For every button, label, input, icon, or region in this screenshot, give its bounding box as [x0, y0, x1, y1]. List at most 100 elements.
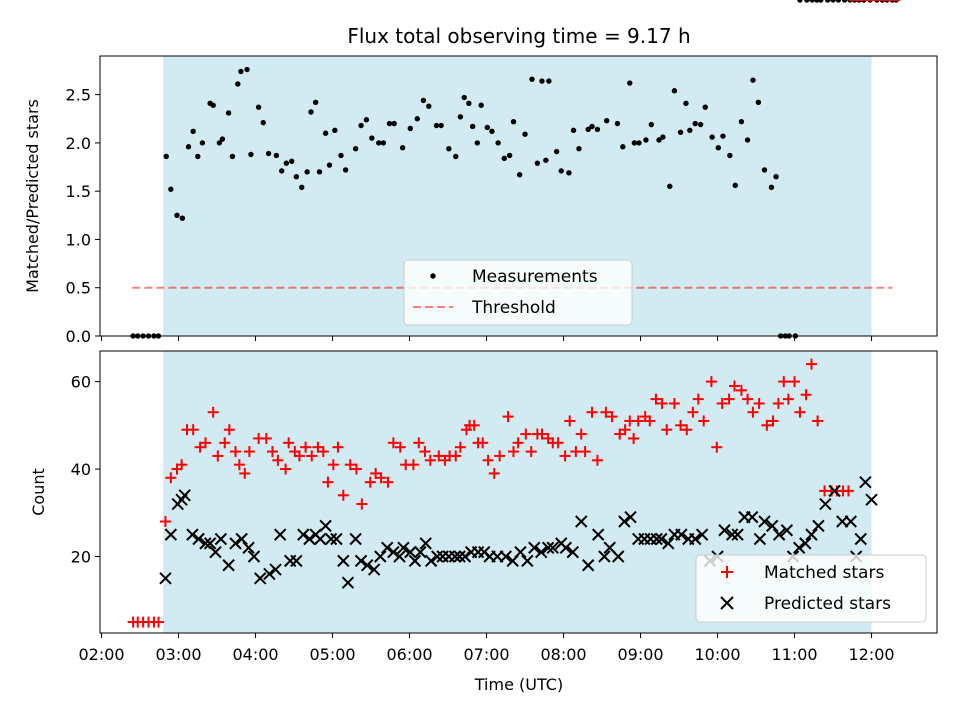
- measurement-point: [824, 0, 831, 3]
- x-tick-label: 07:00: [463, 645, 509, 664]
- predicted-star-point: [290, 554, 303, 568]
- matched-star-point: [454, 441, 466, 453]
- matched-star-point: [812, 415, 824, 427]
- measurement-point: [283, 160, 290, 166]
- measurement-point: [709, 134, 715, 140]
- measurement-point: [594, 126, 601, 133]
- y-tick-label: 2.5: [66, 86, 91, 105]
- matched-star-point: [153, 616, 165, 628]
- predicted-star-point: [303, 532, 316, 546]
- matched-star-point: [681, 424, 693, 436]
- predicted-star-point: [164, 528, 178, 541]
- measurement-point: [255, 104, 262, 110]
- legend-predicted-marker: [720, 596, 734, 610]
- matched-star-point: [199, 437, 211, 449]
- matched-star-point: [552, 437, 564, 449]
- matched-stars-points: [127, 0, 901, 628]
- measurement-point: [539, 78, 545, 84]
- bottom-legend-box: [695, 554, 927, 623]
- predicted-star-point: [381, 541, 394, 554]
- measurement-point: [732, 182, 738, 189]
- predicted-star-point: [273, 528, 287, 541]
- predicted-star-point: [367, 563, 381, 576]
- predicted-star-point: [314, 532, 327, 546]
- measurement-point: [293, 173, 300, 180]
- measurement-point: [720, 133, 726, 139]
- matched-star-point: [772, 397, 784, 409]
- measurement-point: [620, 144, 626, 150]
- matched-star-point: [800, 389, 812, 401]
- y-tick-label: 40: [71, 460, 91, 479]
- predicted-star-point: [566, 545, 579, 559]
- predicted-star-point: [229, 537, 242, 550]
- measurement-point: [299, 184, 305, 191]
- measurement-point: [656, 137, 662, 143]
- predicted-star-point: [387, 545, 400, 559]
- measurement-point: [603, 117, 610, 124]
- matched-star-point: [705, 376, 717, 388]
- measurement-point: [715, 145, 722, 151]
- matched-star-point: [219, 437, 231, 449]
- matched-star-point: [632, 415, 644, 427]
- predicted-star-point: [235, 532, 248, 546]
- matched-star-point: [187, 424, 199, 436]
- legend-measurements-label: Measurements: [472, 267, 598, 287]
- matched-star-point: [413, 437, 425, 449]
- matched-star-point: [350, 463, 362, 475]
- bottom-y-axis-label: Count: [29, 468, 48, 516]
- bottom-plot-frame: [99, 350, 938, 634]
- predicted-star-point: [404, 545, 417, 559]
- legend-matched-label: Matched stars: [764, 563, 884, 583]
- matched-star-point: [507, 446, 519, 458]
- measurement-point: [516, 172, 523, 178]
- matched-star-point: [650, 393, 662, 405]
- matched-star-point: [382, 476, 394, 488]
- measurement-point: [265, 150, 272, 157]
- measurement-point: [163, 153, 169, 160]
- matched-star-point: [375, 472, 387, 484]
- measurement-point: [326, 162, 333, 168]
- matched-star-point: [675, 419, 687, 431]
- measurement-point: [738, 118, 745, 125]
- predicted-star-point: [242, 541, 255, 554]
- predicted-star-point: [341, 576, 355, 589]
- measurement-point: [420, 97, 427, 104]
- x-tick-label: 10:00: [694, 645, 740, 664]
- matched-star-point: [747, 406, 759, 418]
- bottom-y-ticks: 20 40 60: [71, 373, 100, 566]
- x-axis-label: Time (UTC): [474, 675, 563, 694]
- measurement-point: [380, 140, 387, 146]
- measurement-point: [484, 124, 491, 131]
- measurement-point: [273, 152, 280, 159]
- matched-star-point: [586, 406, 598, 418]
- measurement-point: [457, 114, 464, 120]
- top-y-axis-label: Matched/Predicted stars: [23, 99, 42, 293]
- matched-star-point: [332, 441, 344, 453]
- predicted-star-point: [247, 550, 261, 563]
- measurement-point: [312, 99, 319, 106]
- matched-star-point: [272, 454, 284, 466]
- y-tick-label: 0.0: [66, 327, 91, 346]
- measurement-point: [195, 153, 201, 160]
- measurement-point: [453, 153, 459, 160]
- measurement-point: [399, 145, 406, 151]
- matched-star-point: [782, 393, 794, 405]
- measurement-point: [648, 121, 655, 128]
- predicted-star-point: [424, 554, 438, 568]
- measurement-point: [391, 120, 397, 127]
- measurement-point: [363, 117, 370, 123]
- x-tick-label: 09:00: [617, 645, 663, 664]
- matched-star-point: [468, 419, 480, 431]
- measurement-point: [773, 173, 779, 180]
- matched-star-point: [283, 437, 295, 449]
- predicted-star-point: [559, 541, 573, 554]
- predicted-star-point: [222, 559, 235, 572]
- predicted-star-point: [745, 510, 759, 524]
- matched-star-point: [394, 441, 406, 453]
- predicted-star-point: [650, 532, 663, 546]
- predicted-star-point: [458, 550, 472, 563]
- matched-star-point: [600, 406, 612, 418]
- predicted-star-point: [319, 519, 332, 533]
- predicted-star-point: [624, 510, 637, 524]
- measurement-point: [558, 168, 564, 174]
